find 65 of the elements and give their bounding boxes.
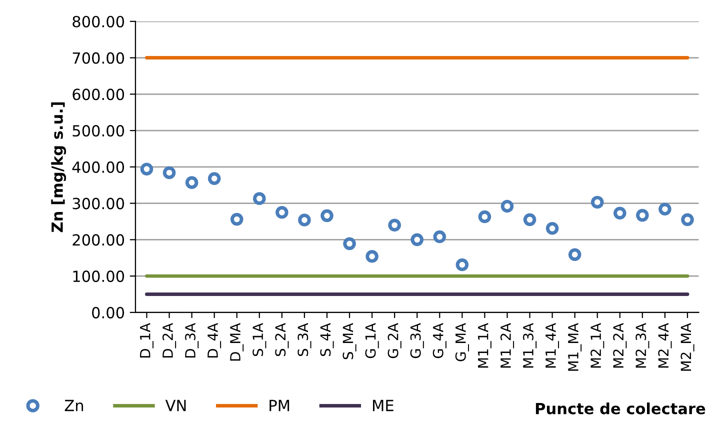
point xyxy=(568,248,582,261)
point xyxy=(523,213,536,226)
x-tick-label: G_4A xyxy=(432,322,446,358)
point xyxy=(252,192,266,205)
point xyxy=(636,208,649,222)
point xyxy=(410,233,424,246)
x-tick-label: G_3A xyxy=(410,322,424,358)
x-tick-label: M1_4A xyxy=(546,322,560,368)
x-tick-label: M2_3A xyxy=(636,322,650,368)
y-tick-label: 700.00 xyxy=(72,52,124,64)
y-tick-label: 500.00 xyxy=(72,125,124,137)
point xyxy=(433,230,446,244)
x-tick-label: M2_1A xyxy=(590,322,604,368)
x-tick-label: D_1A xyxy=(140,322,154,358)
point xyxy=(298,214,311,226)
legend-label: Zn xyxy=(64,400,84,412)
point xyxy=(230,212,244,226)
x-axis-title: Puncte de colectare xyxy=(536,402,706,414)
y-tick-label: 800.00 xyxy=(72,16,124,28)
point xyxy=(343,237,356,250)
point xyxy=(162,166,176,180)
x-tick-label: M1_1A xyxy=(478,322,492,368)
x-tick-label: M2_MA xyxy=(680,322,694,371)
legend-label: PM xyxy=(270,400,290,412)
point xyxy=(140,162,154,176)
point xyxy=(366,250,378,263)
point xyxy=(546,222,559,235)
point xyxy=(613,206,626,220)
point xyxy=(208,172,221,185)
point xyxy=(185,176,198,189)
legend-label: ME xyxy=(373,400,394,412)
x-tick-label: S_2A xyxy=(275,322,289,356)
x-tick-label: M1_MA xyxy=(568,322,582,371)
y-tick-label: 100.00 xyxy=(73,270,124,282)
x-tick-label: M1_3A xyxy=(522,322,537,368)
x-tick-label: M2_2A xyxy=(613,322,627,368)
x-tick-label: D_2A xyxy=(162,322,176,358)
y-tick-label: 400.00 xyxy=(72,161,124,173)
point xyxy=(590,196,604,209)
x-tick-label: S_4A xyxy=(320,322,334,356)
x-tick-label: G_1A xyxy=(365,322,379,358)
legend-label: VN xyxy=(165,400,186,412)
point xyxy=(276,206,288,219)
x-tick-label: D_4A xyxy=(208,322,222,358)
x-tick-label: G_MA xyxy=(455,322,469,362)
y-axis-title: Zn [mg/kg s.u.] xyxy=(51,102,66,232)
y-tick-label: 0.00 xyxy=(92,306,124,318)
point xyxy=(681,213,694,226)
point xyxy=(388,218,401,232)
point xyxy=(500,200,514,213)
x-tick-label: G_2A xyxy=(388,322,402,358)
point xyxy=(478,210,492,224)
x-tick-label: S_MA xyxy=(342,322,356,360)
x-tick-label: S_3A xyxy=(298,322,312,356)
point xyxy=(456,258,469,272)
y-tick-label: 600.00 xyxy=(72,88,124,100)
x-tick-label: M2_4A xyxy=(658,322,672,368)
x-tick-label: S_1A xyxy=(252,322,266,356)
point xyxy=(320,209,334,222)
x-tick-label: M1_2A xyxy=(500,322,514,368)
point xyxy=(658,202,672,216)
y-tick-label: 200.00 xyxy=(72,234,124,246)
x-tick-label: D_3A xyxy=(185,322,199,358)
y-tick-label: 300.00 xyxy=(72,198,124,210)
x-tick-label: D_MA xyxy=(230,322,244,361)
